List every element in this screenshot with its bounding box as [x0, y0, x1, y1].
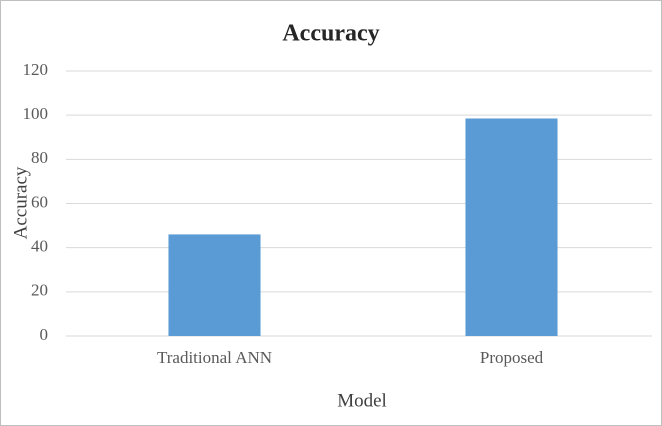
- y-tick-label: 20: [31, 281, 48, 300]
- x-tick-label: Traditional ANN: [157, 348, 272, 367]
- y-tick-label: 120: [23, 60, 49, 79]
- x-tick-label: Proposed: [480, 348, 544, 367]
- bar: [465, 118, 558, 337]
- bar: [168, 234, 261, 336]
- y-tick-label: 100: [23, 104, 49, 123]
- y-tick-label: 60: [31, 192, 48, 211]
- y-axis-title: Accuracy: [10, 166, 31, 239]
- y-tick-label: 80: [31, 148, 48, 167]
- chart-title: Accuracy: [282, 21, 379, 47]
- y-tick-label: 40: [31, 237, 48, 256]
- y-tick-label: 0: [40, 325, 49, 344]
- x-axis-title: Model: [337, 390, 387, 411]
